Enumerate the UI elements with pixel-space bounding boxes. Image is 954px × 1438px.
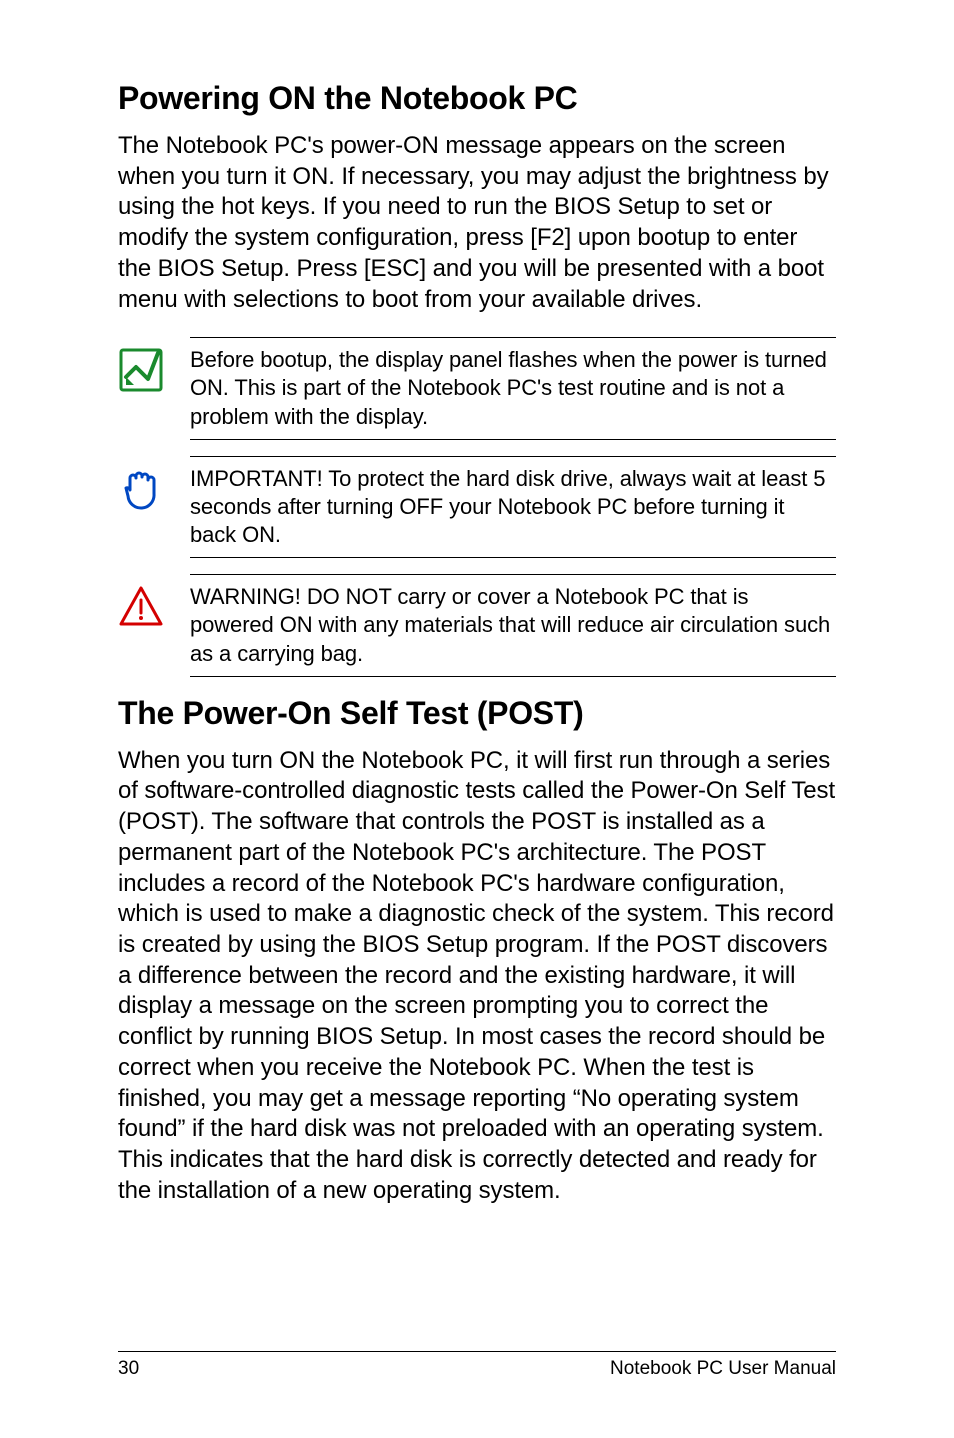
important-icon — [118, 456, 190, 512]
powering-on-paragraph: The Notebook PC's power-ON message appea… — [118, 131, 836, 315]
post-paragraph: When you turn ON the Notebook PC, it wil… — [118, 746, 836, 1207]
important-callout: IMPORTANT! To protect the hard disk driv… — [118, 456, 836, 558]
page-footer: 30 Notebook PC User Manual — [118, 1351, 836, 1380]
powering-on-heading: Powering ON the Notebook PC — [118, 80, 836, 117]
warning-text: WARNING! DO NOT carry or cover a Noteboo… — [190, 574, 836, 676]
warning-icon — [118, 574, 190, 630]
warning-callout: WARNING! DO NOT carry or cover a Noteboo… — [118, 574, 836, 676]
note-callout: Before bootup, the display panel flashes… — [118, 337, 836, 439]
page-number: 30 — [118, 1358, 139, 1380]
running-title: Notebook PC User Manual — [610, 1358, 836, 1380]
important-text: IMPORTANT! To protect the hard disk driv… — [190, 456, 836, 558]
note-text: Before bootup, the display panel flashes… — [190, 337, 836, 439]
post-heading: The Power-On Self Test (POST) — [118, 695, 836, 732]
page: Powering ON the Notebook PC The Notebook… — [0, 0, 954, 1438]
note-icon — [118, 337, 190, 393]
